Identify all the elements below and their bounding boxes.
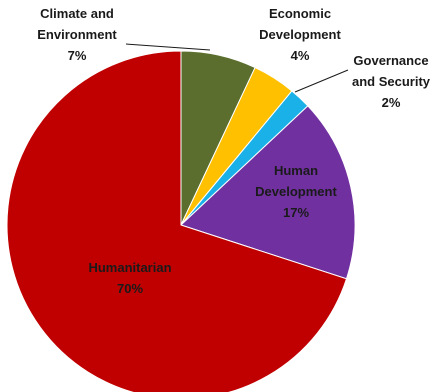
slice-label: Climate and Environment 7%	[37, 6, 117, 63]
slice-category-label: Governance	[353, 53, 428, 68]
slice-category-label: Development	[259, 27, 341, 42]
slice-category-label: Human	[274, 163, 318, 178]
pie-slice-humanitarian	[6, 50, 348, 392]
slice-category-label: and Security	[352, 74, 431, 89]
pie-slice-human-development	[180, 105, 356, 280]
leader-lines	[125, 43, 349, 93]
slice-percent-label: 4%	[291, 48, 310, 63]
slice-label: Humanitarian 70%	[88, 260, 171, 296]
slice-category-label: Environment	[37, 27, 117, 42]
slice-category-label: Humanitarian	[88, 260, 171, 275]
pie-slices	[6, 50, 356, 392]
slice-category-label: Development	[255, 184, 337, 199]
leader-line	[125, 43, 211, 51]
slice-label: Governance and Security 2%	[352, 53, 431, 110]
slice-label: Human Development 17%	[255, 163, 337, 220]
slice-percent-label: 70%	[117, 281, 143, 296]
slice-percent-label: 17%	[283, 205, 309, 220]
slice-percent-label: 2%	[382, 95, 401, 110]
slice-category-label: Economic	[269, 6, 331, 21]
leader-line	[294, 69, 349, 93]
slice-category-label: Climate and	[40, 6, 114, 21]
slice-labels: Climate and Environment 7% Economic Developm…	[37, 6, 431, 296]
slice-percent-label: 7%	[68, 48, 87, 63]
slice-label: Economic Development 4%	[259, 6, 341, 63]
